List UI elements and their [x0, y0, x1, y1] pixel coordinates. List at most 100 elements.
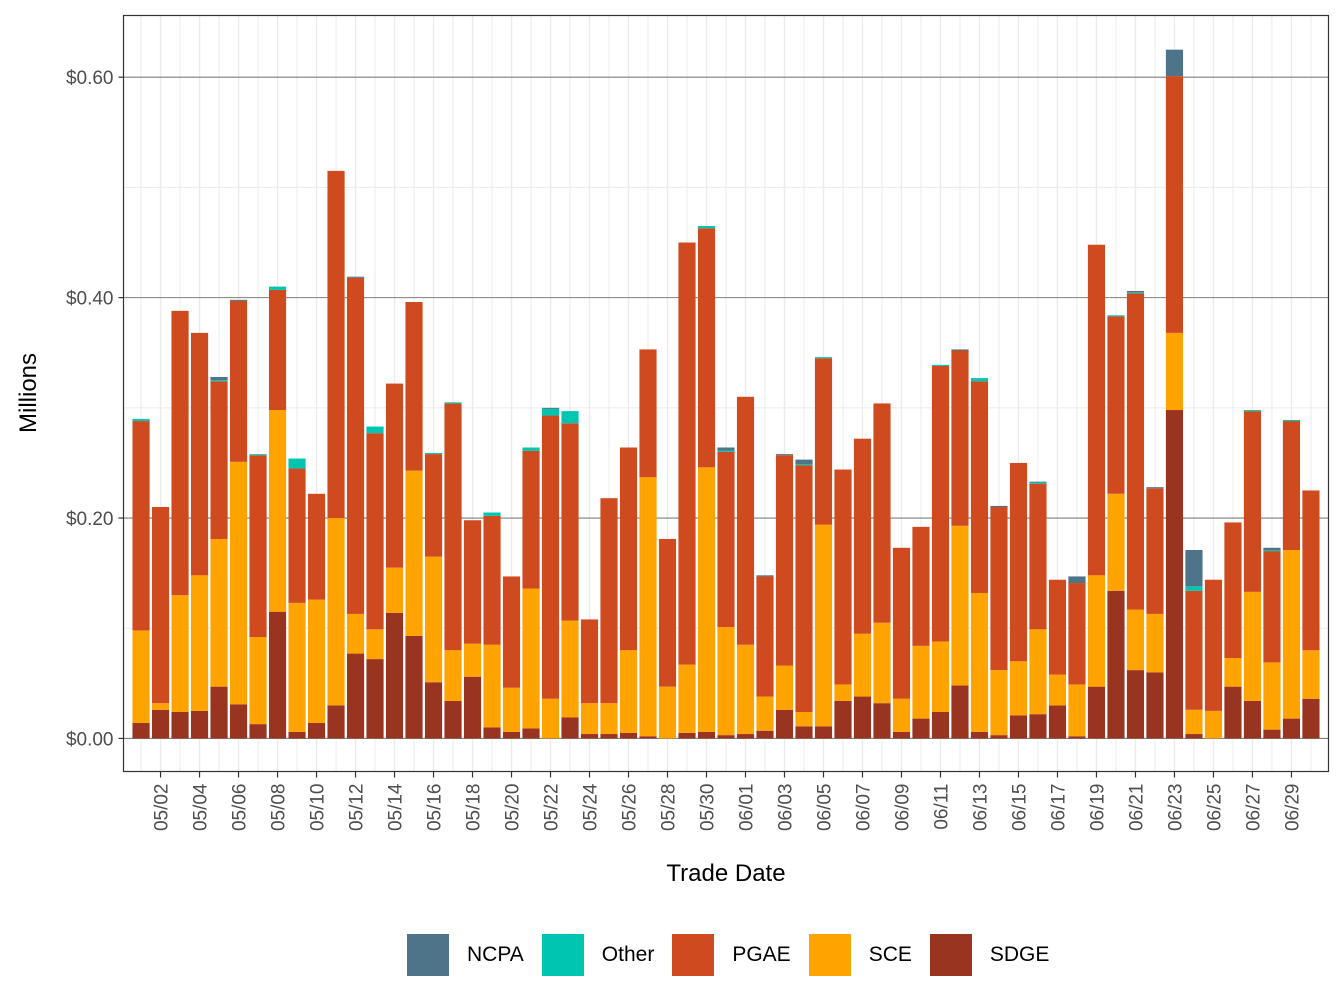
x-axis-title: Trade Date [666, 860, 785, 887]
bar-segment-pgae-06-14 [990, 507, 1008, 671]
bar-segment-pgae-05-18 [463, 520, 482, 644]
bar-segment-other-05-07 [249, 454, 267, 456]
bar-segment-pgae-06-06 [834, 469, 852, 685]
bar-segment-sce-05-04 [190, 575, 209, 711]
bar-segment-ncpa-06-18 [1068, 576, 1086, 584]
bar-segment-sdge-06-26 [1224, 686, 1242, 739]
x-tick-label: 05/22 [542, 784, 563, 832]
bar-segment-sdge-06-11 [931, 711, 950, 739]
bar-segment-sdge-05-01 [132, 723, 150, 739]
bar-segment-sdge-06-22 [1146, 672, 1164, 739]
x-tick-label: 05/08 [269, 784, 290, 832]
x-tick-label: 06/27 [1243, 784, 1264, 832]
bar-segment-sdge-06-21 [1126, 670, 1145, 739]
bar-segment-other-06-11 [931, 364, 950, 366]
bar-segment-sce-05-08 [268, 410, 287, 612]
x-tick-label: 06/19 [1087, 784, 1108, 832]
x-tick-label: 05/02 [152, 784, 173, 832]
bar-segment-sdge-05-11 [327, 705, 345, 739]
bar-segment-other-06-13 [970, 378, 989, 382]
bar-segment-pgae-05-29 [678, 242, 696, 665]
bar-segment-pgae-06-04 [795, 465, 813, 712]
bar-segment-sce-05-12 [346, 613, 365, 654]
bar-segment-sce-05-18 [463, 643, 482, 677]
legend-item-ncpa: NCPA [407, 934, 528, 976]
legend: NCPA Other PGAE SCE SDGE [407, 934, 1067, 976]
bar-segment-sce-05-16 [424, 556, 443, 683]
bar-segment-other-06-28 [1263, 549, 1281, 552]
bar-segment-ncpa-05-12 [346, 276, 365, 278]
legend-swatch-other [541, 934, 584, 976]
bar-segment-sdge-05-21 [522, 728, 540, 739]
bar-segment-sce-05-19 [483, 644, 501, 728]
x-tick-label: 05/04 [191, 783, 212, 831]
bar-segment-sce-06-25 [1204, 710, 1223, 739]
bar-segment-ncpa-05-05 [210, 376, 228, 381]
bar-segment-sce-05-01 [132, 630, 150, 724]
bar-segment-sdge-05-09 [288, 731, 306, 739]
bar-segment-sce-05-22 [541, 698, 560, 739]
bar-segment-sdge-05-24 [580, 734, 599, 739]
x-tick-label: 05/20 [503, 784, 524, 832]
bar-segment-pgae-06-21 [1126, 293, 1145, 610]
bar-segment-pgae-05-27 [639, 349, 657, 478]
bar-segment-pgae-05-04 [190, 332, 209, 576]
bar-segment-ncpa-06-14 [990, 505, 1008, 508]
bar-segment-sdge-05-16 [424, 682, 443, 739]
bar-segment-pgae-06-01 [736, 396, 755, 645]
bar-segment-sdge-06-07 [853, 696, 872, 739]
bar-segment-sce-05-09 [288, 602, 306, 732]
bar-segment-pgae-05-08 [268, 289, 287, 411]
bar-segment-sdge-05-30 [697, 731, 716, 739]
bar-segment-sdge-06-13 [970, 731, 989, 739]
bar-segment-pgae-05-03 [171, 310, 189, 596]
bar-segment-pgae-05-22 [541, 415, 560, 699]
bar-segment-other-05-22 [541, 408, 560, 416]
bar-segment-sce-06-20 [1107, 493, 1125, 591]
bar-segment-sdge-06-23 [1165, 410, 1184, 739]
bar-segment-sce-05-25 [600, 703, 618, 735]
x-tick-label: 06/23 [1165, 784, 1186, 832]
bar-segment-sdge-06-24 [1185, 734, 1203, 739]
bar-segment-sce-06-22 [1146, 613, 1164, 673]
bar-segment-sdge-05-02 [151, 709, 170, 739]
legend-item-sce: SCE [808, 934, 916, 976]
bar-segment-sce-06-05 [814, 524, 833, 727]
legend-swatch-pgae [672, 934, 715, 976]
x-tick-label: 05/28 [659, 784, 680, 832]
x-tick-label: 05/24 [581, 783, 602, 831]
x-tick-label: 06/21 [1126, 784, 1147, 832]
bar-segment-pgae-06-25 [1204, 579, 1223, 711]
legend-label-sdge: SDGE [989, 943, 1050, 966]
bar-segment-pgae-06-18 [1068, 583, 1086, 685]
bar-segment-sdge-05-15 [405, 635, 423, 739]
bar-segment-sce-05-21 [522, 588, 540, 729]
bar-segment-sce-05-14 [385, 567, 404, 613]
bar-segment-sce-06-11 [931, 641, 950, 712]
bar-segment-pgae-05-16 [424, 454, 443, 557]
bar-segment-sce-05-30 [697, 467, 716, 732]
bar-segment-sce-05-11 [327, 518, 345, 706]
bar-segment-ncpa-05-22 [541, 407, 560, 409]
bar-segment-sce-05-28 [658, 686, 677, 739]
bar-segment-sdge-06-28 [1263, 729, 1281, 739]
bar-segment-sce-05-13 [366, 629, 384, 660]
bar-segment-pgae-06-05 [814, 358, 833, 525]
bar-segment-other-05-05 [210, 380, 228, 382]
bar-segment-pgae-05-31 [717, 451, 735, 628]
bar-segment-pgae-06-23 [1165, 76, 1184, 333]
bar-segment-sdge-06-10 [912, 718, 930, 739]
bar-segment-other-05-19 [483, 512, 501, 516]
bar-segment-sce-05-31 [717, 627, 735, 736]
bar-segment-sdge-06-12 [951, 685, 969, 739]
bar-segment-other-06-04 [795, 464, 813, 466]
bar-segment-ncpa-06-16 [1029, 481, 1047, 483]
legend-label-other: Other [601, 943, 655, 966]
bar-segment-sdge-05-26 [619, 732, 638, 739]
bar-segment-pgae-06-24 [1185, 590, 1203, 710]
bar-segment-other-05-30 [697, 225, 716, 229]
bar-segment-sdge-06-29 [1282, 718, 1301, 739]
bar-segment-sce-05-23 [561, 620, 579, 718]
bar-segment-sce-06-24 [1185, 709, 1203, 735]
bar-segment-other-05-21 [522, 447, 540, 451]
